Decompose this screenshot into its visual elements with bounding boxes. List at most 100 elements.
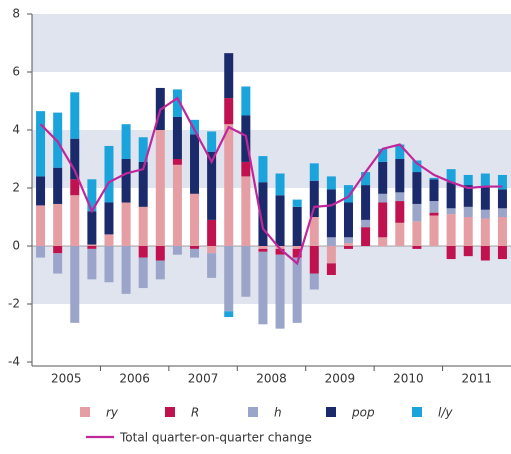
bar-segment	[104, 202, 114, 235]
bar-segment	[121, 246, 131, 294]
bar-segment	[463, 185, 473, 207]
bar-segment	[309, 180, 319, 217]
bar-segment	[121, 124, 131, 159]
bar-segment	[138, 206, 148, 246]
bar-segment	[138, 246, 148, 258]
bar-segment	[309, 163, 319, 181]
bar-segment	[480, 173, 490, 187]
bar-segment	[104, 234, 114, 246]
bar-segment	[395, 201, 405, 223]
y-tick-label: 6	[12, 65, 20, 79]
bar-segment	[70, 138, 80, 180]
bar-segment	[87, 248, 97, 280]
bar-segment	[258, 251, 268, 325]
legend-label: ry	[106, 406, 119, 420]
bar-segment	[224, 124, 234, 246]
bar-segment	[361, 227, 371, 246]
bar-segment	[446, 246, 456, 260]
bar-segment	[309, 273, 319, 290]
bar-segment	[155, 246, 165, 261]
bar-segment	[155, 130, 165, 246]
bar-segment	[480, 186, 490, 210]
bar-segment	[292, 248, 302, 258]
bar-segment	[326, 263, 336, 275]
bar-segment	[241, 176, 251, 246]
bar-segment	[190, 193, 200, 246]
bar-segment	[497, 174, 507, 190]
bar-segment	[429, 201, 439, 213]
bar-segment	[70, 246, 80, 323]
bar-segment	[412, 172, 422, 204]
bar-segment	[446, 182, 456, 209]
y-tick-label: 2	[12, 181, 20, 195]
bar-segment	[36, 176, 46, 206]
bar-segment	[172, 164, 182, 246]
bar-segment	[53, 246, 63, 254]
bar-segment	[121, 159, 131, 203]
bar-segment	[258, 156, 268, 183]
bar-segment	[361, 219, 371, 228]
bar-segment	[224, 311, 234, 318]
bar-segment	[207, 253, 217, 278]
bar-segment	[87, 179, 97, 212]
band	[32, 14, 511, 72]
bar-segment	[70, 179, 80, 196]
bar-segment	[429, 215, 439, 246]
bar-segment	[104, 145, 114, 203]
bar-segment	[378, 193, 388, 203]
bar-segment	[480, 246, 490, 261]
bar-segment	[138, 137, 148, 162]
legend-label: pop	[351, 406, 375, 420]
legend-label: l/y	[438, 406, 453, 420]
bar-segment	[429, 179, 439, 202]
x-tick-label: 2005	[51, 372, 82, 386]
bar-segment	[121, 202, 131, 246]
bar-segment	[172, 116, 182, 159]
bar-segment	[309, 246, 319, 274]
legend-swatch	[165, 407, 175, 417]
x-tick-label: 2010	[393, 372, 424, 386]
y-tick-label: 8	[12, 7, 20, 21]
bar-segment	[207, 246, 217, 254]
bar-segment	[378, 237, 388, 246]
bar-segment	[292, 199, 302, 207]
bar-segment	[326, 237, 336, 246]
bar-segment	[258, 246, 268, 249]
bar-segment	[36, 246, 46, 258]
bar-segment	[463, 217, 473, 246]
bar-segment	[361, 172, 371, 186]
bar-segment	[343, 243, 353, 246]
bar-segment	[275, 173, 285, 196]
legend-label: h	[274, 406, 282, 420]
bar-segment	[463, 206, 473, 217]
x-tick-label: 2008	[256, 372, 287, 386]
legend-swatch	[412, 407, 422, 417]
bar-segment	[497, 189, 507, 209]
y-tick-label: 4	[12, 123, 20, 137]
bar-segment	[87, 211, 97, 245]
bar-segment	[207, 219, 217, 246]
legend-swatch	[248, 407, 258, 417]
total-line	[39, 96, 503, 266]
bar-segment	[395, 144, 405, 159]
bar-segment	[326, 246, 336, 264]
bar-segment	[258, 182, 268, 246]
bar-segment	[224, 53, 234, 99]
bar-segment	[241, 246, 251, 297]
bar-segment	[36, 205, 46, 246]
band	[32, 130, 511, 188]
bar-segment	[207, 151, 217, 220]
y-tick-label: -4	[8, 355, 20, 369]
bar-segment	[343, 246, 353, 249]
bar-segment	[87, 246, 97, 249]
bar-segment	[190, 119, 200, 135]
bar-segment	[480, 209, 490, 219]
bar-segment	[343, 185, 353, 203]
bar-segment	[155, 260, 165, 280]
bar-segment	[224, 246, 234, 312]
bar-segment	[190, 248, 200, 258]
bar-segment	[292, 246, 302, 249]
legend-label: Total quarter-on-quarter change	[119, 431, 312, 445]
bar-segment	[53, 203, 63, 246]
bar-segment	[53, 167, 63, 204]
